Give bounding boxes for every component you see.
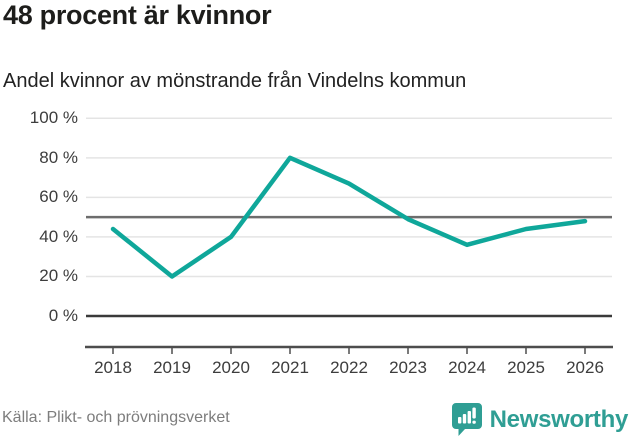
x-tick-label: 2023 xyxy=(389,358,427,377)
x-tick-label: 2021 xyxy=(271,358,309,377)
newsworthy-logo[interactable]: Newsworthy xyxy=(451,402,628,437)
x-tick-label: 2026 xyxy=(566,358,604,377)
y-tick-label: 40 % xyxy=(39,226,78,246)
x-tick-label: 2024 xyxy=(448,358,486,377)
bar-small xyxy=(457,417,462,424)
y-tick-label: 100 % xyxy=(29,108,78,128)
newsworthy-badge-icon xyxy=(451,403,482,436)
x-tick-label: 2020 xyxy=(212,358,250,377)
y-tick-label: 80 % xyxy=(39,147,78,167)
chart-title: 48 procent är kvinnor xyxy=(3,0,272,30)
chart-subtitle: Andel kvinnor av mönstrande från Vindeln… xyxy=(3,70,467,92)
exclamation-dot xyxy=(472,420,476,424)
exclamation-bar xyxy=(472,407,476,419)
x-tick-label: 2022 xyxy=(330,358,368,377)
bar-tall xyxy=(467,411,471,424)
y-tick-label: 20 % xyxy=(39,266,78,286)
speech-bubble-shape xyxy=(451,403,482,436)
x-tick-label: 2018 xyxy=(94,358,132,377)
source-note: Källa: Plikt- och prövningsverket xyxy=(2,409,230,426)
newsworthy-wordmark: Newsworthy xyxy=(489,405,629,433)
bar-medium xyxy=(462,414,466,424)
y-tick-label: 60 % xyxy=(39,187,78,207)
data-line-andel-kvinnor xyxy=(110,155,588,279)
x-tick-label: 2019 xyxy=(153,358,191,377)
y-tick-label: 0 % xyxy=(48,306,78,325)
x-tick-label: 2025 xyxy=(507,358,545,377)
